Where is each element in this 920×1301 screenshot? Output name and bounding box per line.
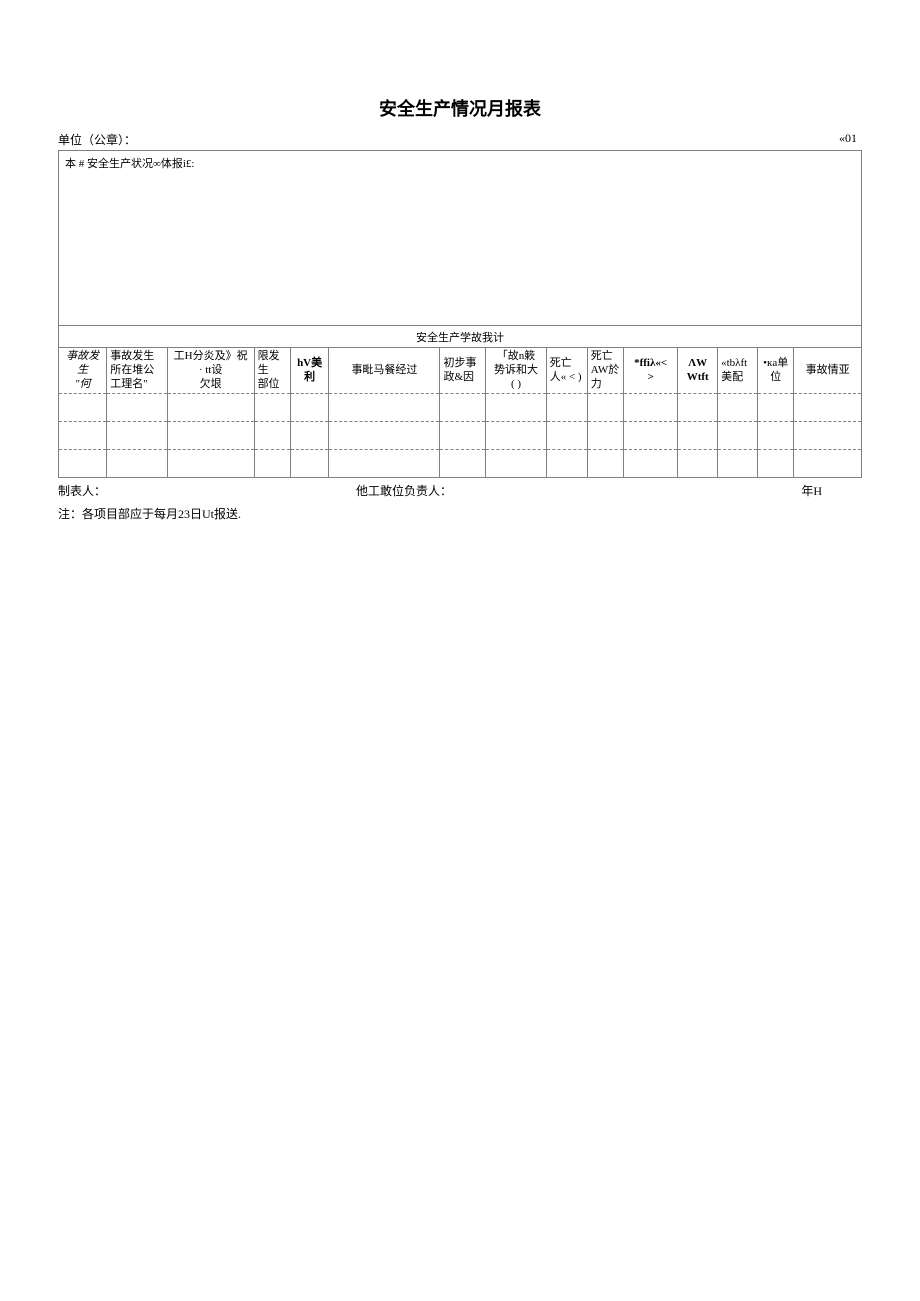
cell bbox=[486, 450, 546, 478]
cell bbox=[290, 394, 329, 422]
col-hdr-2: 工H分炎及》祝 · tt设欠垠 bbox=[167, 348, 254, 394]
col-hdr-0: 亊故发生"何 bbox=[59, 348, 107, 394]
cell bbox=[107, 450, 167, 478]
cell bbox=[623, 394, 677, 422]
cell bbox=[290, 450, 329, 478]
cell bbox=[546, 422, 587, 450]
cell bbox=[440, 450, 486, 478]
description-cell: 本 # 安全生产状况∞体报i£: bbox=[59, 151, 862, 326]
cell bbox=[794, 394, 862, 422]
subtitle-cell: 安全生产学故我计 bbox=[59, 326, 862, 348]
cell bbox=[546, 394, 587, 422]
cell bbox=[587, 422, 623, 450]
cell bbox=[254, 450, 290, 478]
cell bbox=[329, 394, 440, 422]
cell bbox=[107, 422, 167, 450]
cell bbox=[718, 394, 758, 422]
footer-row-1: 制表人： 他工敢位负责人： 年H bbox=[58, 482, 862, 499]
cell bbox=[167, 450, 254, 478]
cell bbox=[107, 394, 167, 422]
data-row bbox=[59, 422, 862, 450]
col-hdr-4: hV美利 bbox=[290, 348, 329, 394]
responsible-label: 他工敢位负责人： bbox=[356, 482, 452, 499]
cell bbox=[718, 422, 758, 450]
col-hdr-5: 事毗马餐经过 bbox=[329, 348, 440, 394]
cell bbox=[758, 422, 794, 450]
cell bbox=[254, 422, 290, 450]
cell bbox=[486, 422, 546, 450]
cell bbox=[167, 394, 254, 422]
col-hdr-10: *ffiλ«<> bbox=[623, 348, 677, 394]
column-header-row: 亊故发生"何 事故发生所在堆公工理名" 工H分炎及》祝 · tt设欠垠 限发生部… bbox=[59, 348, 862, 394]
cell bbox=[678, 450, 718, 478]
data-row bbox=[59, 450, 862, 478]
right-code: «01 bbox=[839, 131, 857, 148]
page-title: 安全生产情况月报表 bbox=[58, 95, 862, 121]
cell bbox=[623, 422, 677, 450]
col-hdr-14: 事故情亚 bbox=[794, 348, 862, 394]
cell bbox=[758, 450, 794, 478]
col-hdr-7: 「故n簌势诉和大( ) bbox=[486, 348, 546, 394]
cell bbox=[254, 394, 290, 422]
cell bbox=[59, 422, 107, 450]
cell bbox=[587, 450, 623, 478]
col-hdr-8: 死亡人« < ) bbox=[546, 348, 587, 394]
col-hdr-1: 事故发生所在堆公工理名" bbox=[107, 348, 167, 394]
cell bbox=[758, 394, 794, 422]
header-row: 单位（公章）： «01 bbox=[58, 131, 862, 148]
report-table: 本 # 安全生产状况∞体报i£: 安全生产学故我计 亊故发生"何 事故发生所在堆… bbox=[58, 150, 862, 478]
maker-label: 制表人： bbox=[58, 482, 106, 499]
cell bbox=[794, 450, 862, 478]
cell bbox=[167, 422, 254, 450]
col-hdr-13: •кa单位 bbox=[758, 348, 794, 394]
cell bbox=[794, 422, 862, 450]
cell bbox=[440, 422, 486, 450]
col-hdr-11: ΛWWtft bbox=[678, 348, 718, 394]
cell bbox=[440, 394, 486, 422]
cell bbox=[718, 450, 758, 478]
cell bbox=[329, 422, 440, 450]
data-row bbox=[59, 394, 862, 422]
cell bbox=[59, 450, 107, 478]
footer-note: 注：各项目部应于每月23日Ut报送. bbox=[58, 505, 862, 522]
cell bbox=[678, 394, 718, 422]
cell bbox=[546, 450, 587, 478]
col-hdr-3: 限发生部位 bbox=[254, 348, 290, 394]
cell bbox=[329, 450, 440, 478]
col-hdr-9: 死亡AW於力 bbox=[587, 348, 623, 394]
cell bbox=[678, 422, 718, 450]
cell bbox=[486, 394, 546, 422]
unit-label: 单位（公章）： bbox=[58, 131, 136, 148]
col-hdr-6: 初步事政&因 bbox=[440, 348, 486, 394]
cell bbox=[59, 394, 107, 422]
date-label: 年H bbox=[801, 482, 822, 499]
cell bbox=[623, 450, 677, 478]
col-hdr-12: «tbλft美配 bbox=[718, 348, 758, 394]
cell bbox=[290, 422, 329, 450]
cell bbox=[587, 394, 623, 422]
